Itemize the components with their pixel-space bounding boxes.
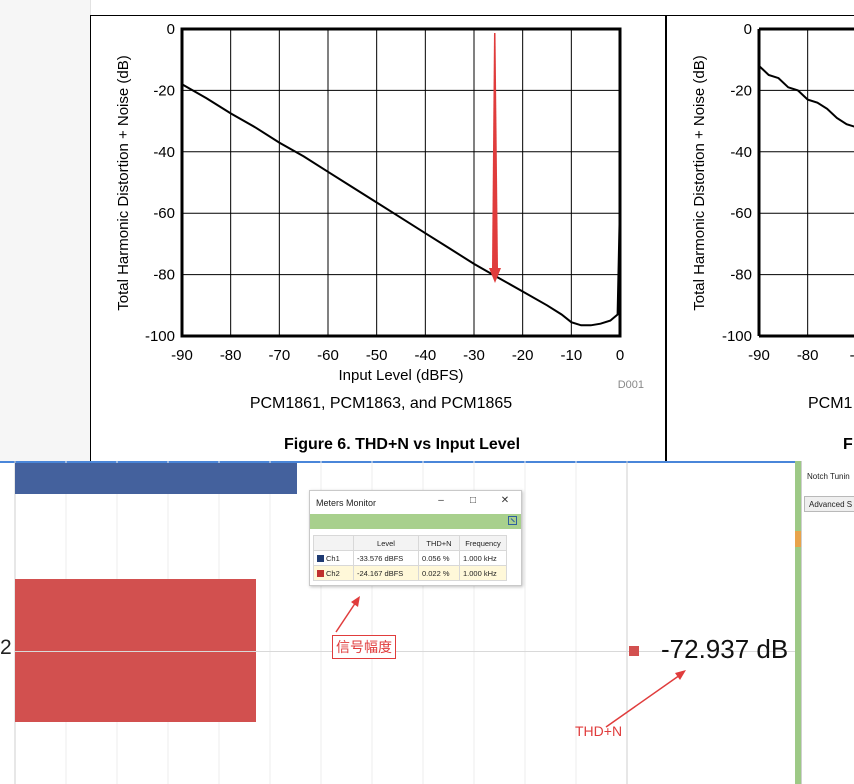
panel-splitter[interactable] (795, 461, 801, 784)
x-tick-label: -80 (220, 347, 242, 364)
header-level: Level (353, 535, 419, 551)
table-row: Ch2 -24.167 dBFS 0.022 % 1.000 kHz (313, 565, 507, 581)
meters-toolbar (310, 514, 521, 529)
thdn-cell: 0.022 % (418, 565, 460, 581)
settings-panel (801, 461, 854, 784)
figure-caption-2: F (843, 436, 853, 453)
y-axis-label: Total Harmonic Distortion + Noise (dB) (115, 55, 132, 311)
thdn-series-line-2 (758, 65, 854, 128)
annotation-arrow-shaft (492, 33, 498, 268)
window-title: Meters Monitor (316, 498, 377, 508)
level-bar-ch1 (15, 463, 297, 494)
ch2-legend-marker (629, 646, 639, 656)
y-tick-label: -100 (145, 328, 175, 345)
close-icon[interactable]: ✕ (500, 495, 510, 506)
y-tick-label: -40 (730, 144, 752, 161)
splitter-grip[interactable] (795, 531, 801, 547)
level-cell: -24.167 dBFS (353, 565, 419, 581)
figure-frame-right (666, 15, 854, 461)
y-tick-label: 0 (167, 21, 175, 38)
thdn-series-line (181, 83, 621, 327)
x-tick-label: -90 (171, 347, 193, 364)
x-tick-label: -10 (560, 347, 582, 364)
signal-arrow-head (351, 596, 360, 607)
x-tick-label: -90 (748, 347, 770, 364)
thdn-arrow-line (605, 674, 681, 728)
figure-frame (90, 15, 666, 461)
figure-subtitle: PCM1861, PCM1863, and PCM1865 (250, 395, 512, 412)
x-tick-label: -30 (463, 347, 485, 364)
annotation-arrows (335, 596, 686, 728)
x-tick-label: -60 (317, 347, 339, 364)
plot-border (180, 27, 622, 338)
y-tick-label: -60 (153, 205, 175, 222)
page-margin (0, 0, 91, 461)
datasheet-view: 0 -20 -40 -60 -80 -100 -90 -80 -70 -60 -50 -40 -30-… (0, 0, 854, 461)
annotation-arrow-head (489, 268, 501, 283)
thdn-arrow-head (675, 670, 686, 680)
ch1-color-swatch (317, 554, 324, 562)
y-tick-label: -80 (153, 267, 175, 284)
channel-name: Ch2 (326, 568, 340, 578)
y-tick-label: -20 (730, 82, 752, 99)
bar-graph-grid (14, 461, 628, 784)
frequency-cell: 1.000 kHz (459, 550, 507, 566)
y-tick-label: -20 (153, 82, 175, 99)
window-border (0, 461, 854, 463)
x-tick-label: -70 (268, 347, 290, 364)
ch2-color-swatch (317, 569, 324, 577)
y-axis-label-2: Total Harmonic Distortion + Noise (dB) (691, 55, 708, 311)
channel-name: Ch1 (326, 553, 340, 563)
channel-cell: Ch1 (313, 550, 354, 566)
advanced-settings-button[interactable]: Advanced S (804, 496, 854, 512)
x-tick-label: -40 (414, 347, 436, 364)
meters-table: Level THD+N Frequency Ch1 -33.576 dBFS 0… (313, 535, 507, 581)
figure-subtitle-2: PCM1 (808, 395, 853, 412)
x-tick-label: -20 (512, 347, 534, 364)
bar-guide-line (15, 651, 795, 652)
thdn-annotation: THD+N (575, 723, 623, 739)
x-tick-label: -80 (797, 347, 819, 364)
figure-code: D001 (618, 379, 644, 391)
signal-arrow-line (335, 601, 357, 633)
level-bar-ch2 (15, 579, 256, 722)
x-tick-label: -50 (366, 347, 388, 364)
notch-tuning-label: Notch Tunin (807, 472, 850, 481)
audio-analyzer-app: 2 -72.937 dB Notch Tunin Advanced S Mete… (0, 461, 854, 784)
figure-caption: Figure 6. THD+N vs Input Level (284, 436, 520, 453)
header-thdn: THD+N (418, 535, 460, 551)
x-tick-label: 0 (616, 347, 624, 364)
meters-monitor-window: Meters Monitor – □ ✕ Level THD+N Frequen… (309, 490, 522, 586)
y-tick-label: -100 (722, 328, 752, 345)
x-axis-label: Input Level (dBFS) (338, 367, 463, 384)
y-tick-label: -40 (153, 144, 175, 161)
signal-amplitude-annotation: 信号幅度 (332, 635, 396, 659)
channel-label: 2 (0, 636, 12, 659)
channel-cell: Ch2 (313, 565, 354, 581)
maximize-icon[interactable]: □ (469, 495, 477, 506)
x-tick-label: -7 (850, 347, 854, 364)
export-icon[interactable] (508, 516, 517, 525)
y-tick-label: -80 (730, 267, 752, 284)
table-row: Ch1 -33.576 dBFS 0.056 % 1.000 kHz (313, 550, 507, 566)
y-tick-label: -60 (730, 205, 752, 222)
y-tick-label: 0 (744, 21, 752, 38)
frequency-cell: 1.000 kHz (459, 565, 507, 581)
thdn-chart: 0-20-40-60-80-100 -90 -80 -70 -60 -50 -40 -30-… (115, 21, 854, 453)
thd-readout: -72.937 dB (661, 634, 789, 664)
minimize-icon[interactable]: – (438, 495, 444, 506)
